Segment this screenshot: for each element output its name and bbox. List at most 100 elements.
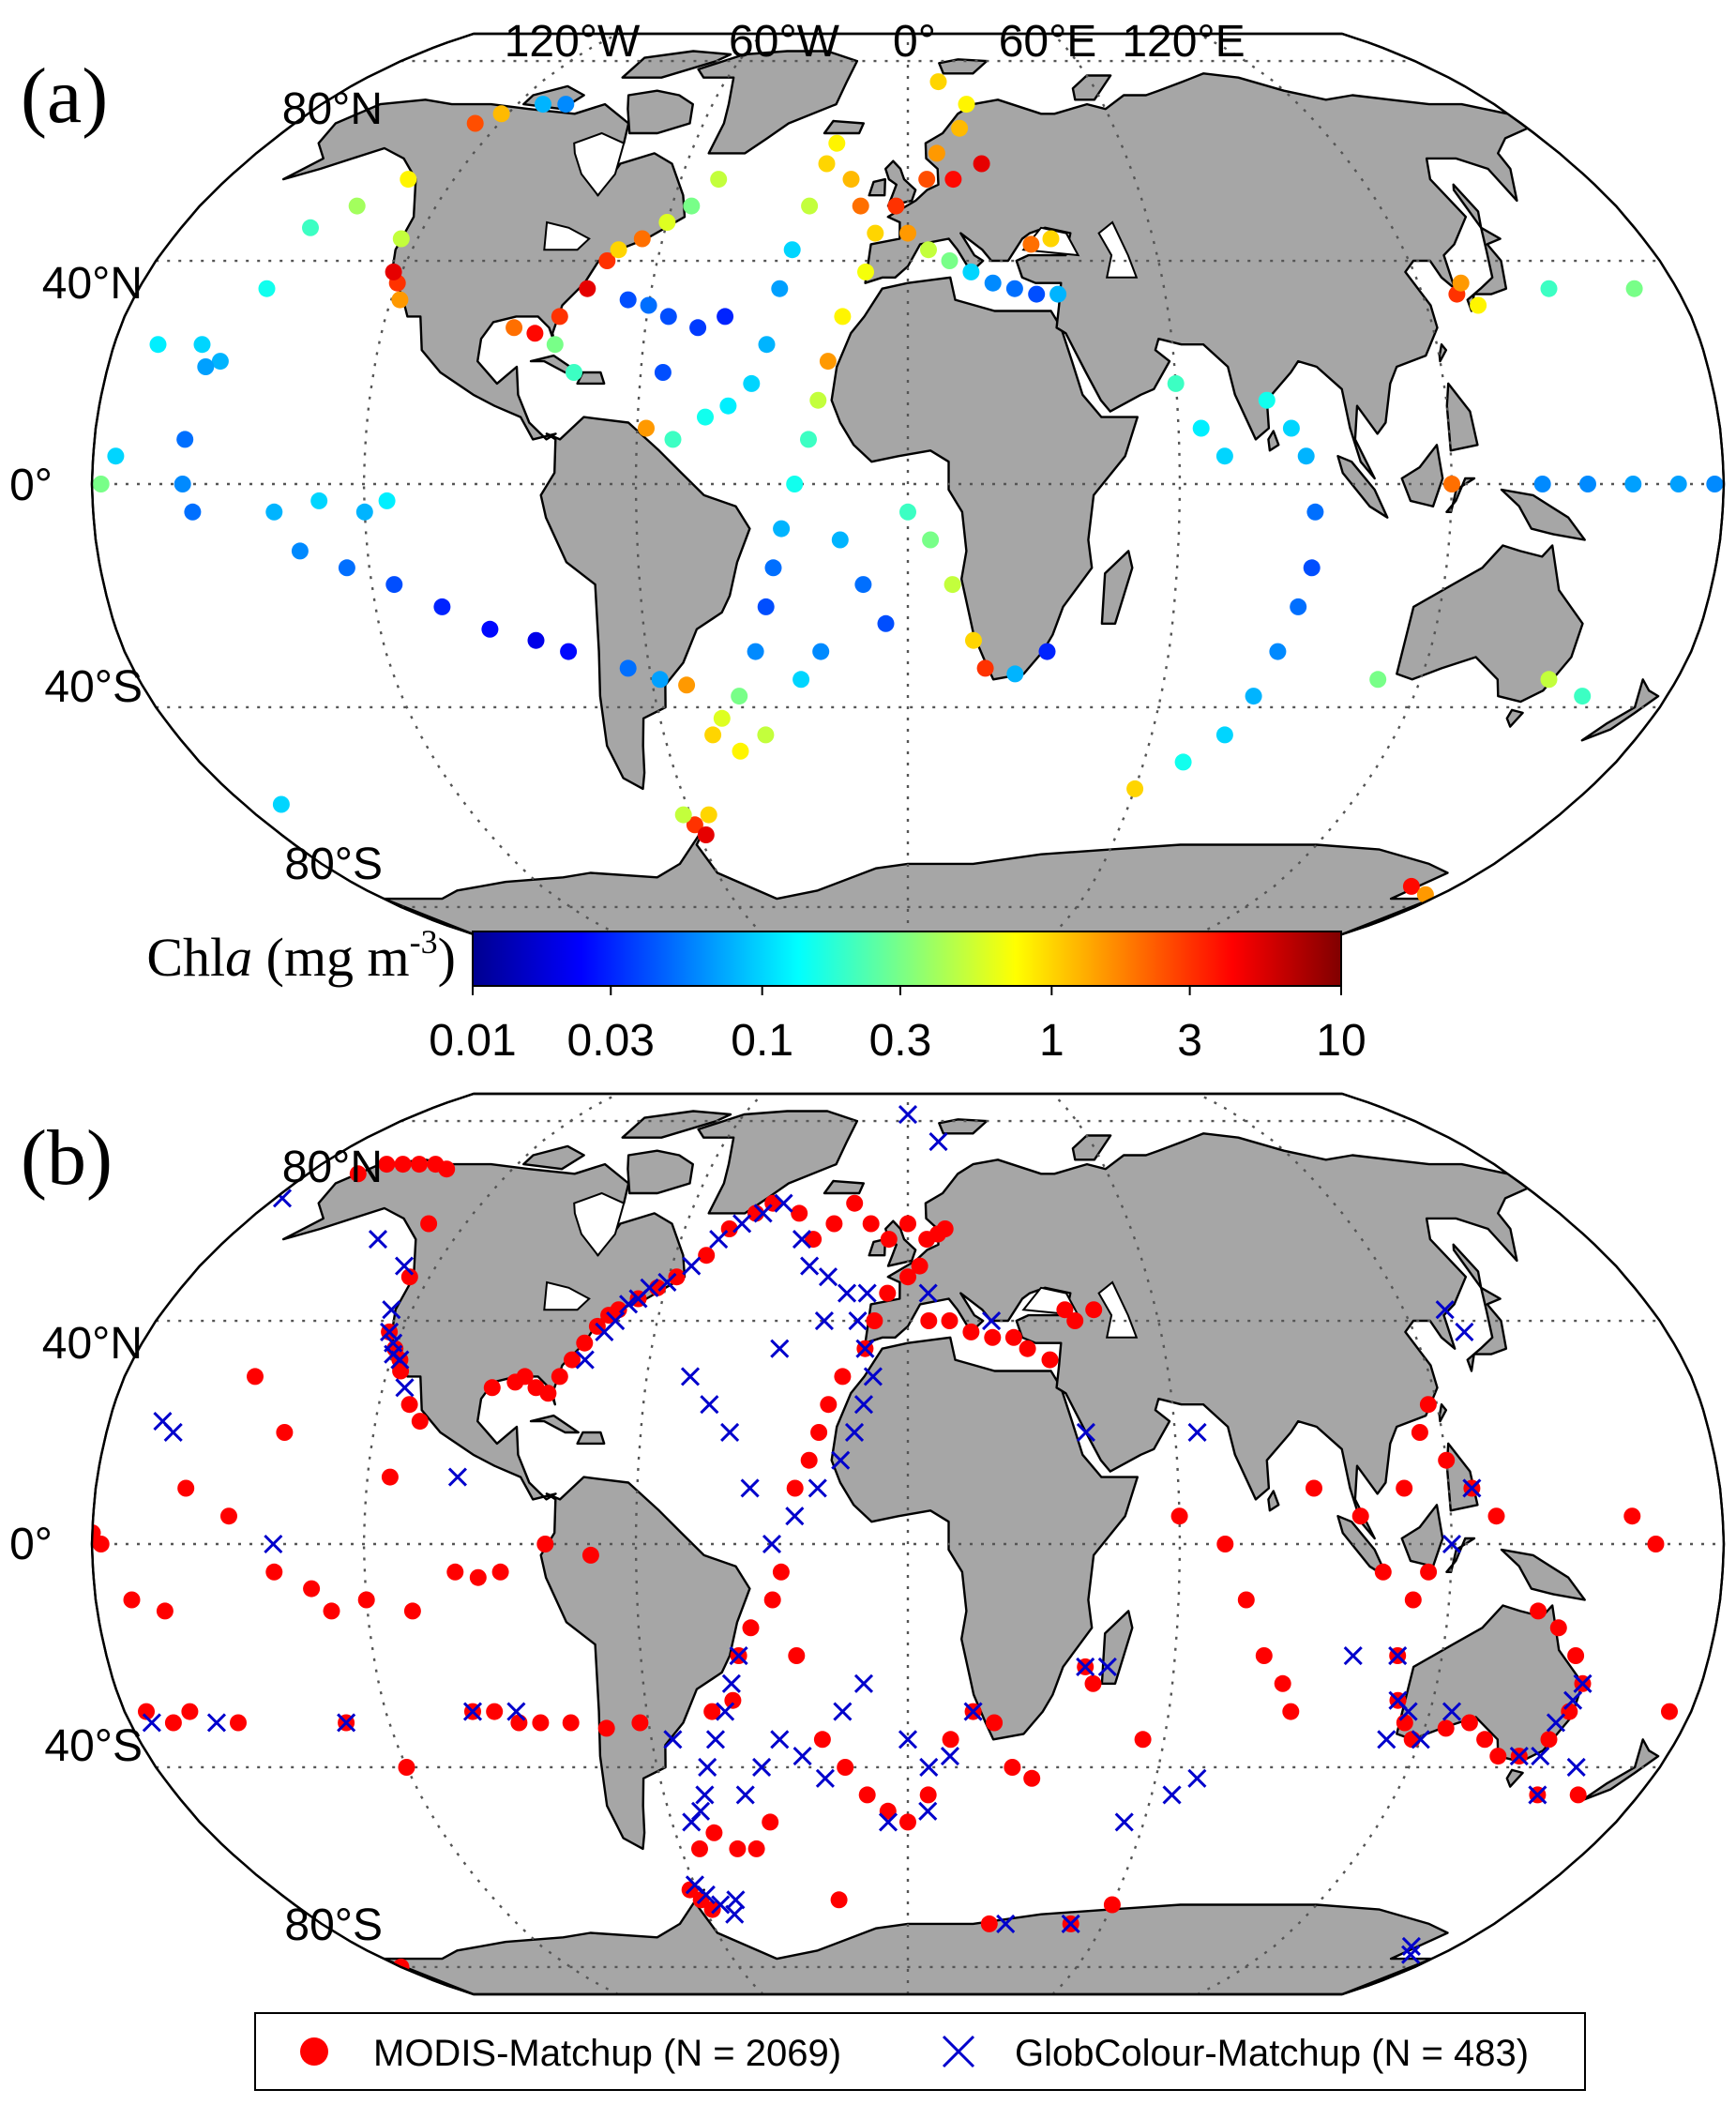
land-cuba xyxy=(529,1414,580,1434)
modis-matchup-point xyxy=(1237,1591,1255,1609)
modis-matchup-point xyxy=(1306,1479,1322,1497)
chl-point xyxy=(385,576,403,594)
modis-matchup-point xyxy=(1623,1507,1641,1525)
globcolour-matchup-point xyxy=(395,1378,415,1398)
land-iceland xyxy=(823,1179,865,1195)
land-borneo xyxy=(1400,1504,1444,1567)
modis-matchup-point xyxy=(138,1703,155,1720)
lon-label-120w: 120°W xyxy=(505,17,641,67)
globcolour-matchup-point xyxy=(837,1283,857,1303)
chl-point xyxy=(1706,476,1724,492)
chl-point xyxy=(764,559,782,577)
globcolour-matchup-point xyxy=(1546,1713,1566,1733)
colorbar: 0.01 0.03 0.1 0.3 1 3 10 Chla (mg m-3) xyxy=(146,923,1366,1066)
globcolour-matchup-point xyxy=(857,1283,877,1303)
modis-matchup-point xyxy=(724,1691,742,1709)
modis-matchup-point xyxy=(1661,1703,1678,1720)
meridian-line xyxy=(1197,34,1454,934)
chl-point xyxy=(466,114,484,132)
globcolour-matchup-point xyxy=(657,1272,677,1293)
a-lat-label-80n: 80°N xyxy=(282,84,383,134)
modis-matchup-point xyxy=(398,1759,415,1776)
modis-matchup-point xyxy=(576,1334,594,1352)
chl-point xyxy=(664,431,682,448)
chl-point xyxy=(1282,419,1300,437)
chl-point xyxy=(899,224,916,242)
modis-matchup-point xyxy=(247,1368,264,1386)
modis-matchup-point xyxy=(919,1786,937,1804)
globcolour-matchup-point xyxy=(1076,1657,1095,1677)
chl-point xyxy=(1038,643,1056,660)
modis-matchup-point xyxy=(1255,1647,1273,1664)
chl-point xyxy=(1006,665,1024,683)
water-greatLakes xyxy=(543,1280,591,1311)
modis-matchup-point xyxy=(830,1891,848,1909)
colorbar-gradient xyxy=(472,931,1342,987)
globcolour-matchup-point xyxy=(853,1395,874,1415)
modis-matchup-point xyxy=(400,1268,418,1286)
globcolour-matchup-point xyxy=(709,1230,729,1249)
land-novayaZemlya xyxy=(1071,1134,1112,1161)
chl-point xyxy=(526,325,544,342)
globcolour-matchup-point xyxy=(1462,1478,1482,1498)
chl-point xyxy=(1126,780,1144,797)
chl-point xyxy=(922,531,940,549)
modis-matchup-point xyxy=(703,1703,721,1720)
globcolour-matchup-point xyxy=(800,1256,820,1276)
globcolour-matchup-point xyxy=(680,1367,701,1386)
chl-point xyxy=(1297,447,1315,465)
chl-point xyxy=(1574,688,1592,705)
chl-point xyxy=(92,476,110,492)
chl-point xyxy=(920,241,937,259)
land-japan xyxy=(1466,226,1508,312)
globcolour-matchup-point xyxy=(844,1422,865,1443)
chl-point xyxy=(674,806,692,824)
land-greenland xyxy=(697,1110,859,1215)
colorbar-tick-label: 0.01 xyxy=(429,1016,516,1066)
modis-matchup-point xyxy=(772,1563,790,1581)
chl-point xyxy=(1452,274,1470,292)
globcolour-matchup-point xyxy=(848,1310,868,1331)
modis-matchup-point xyxy=(486,1703,504,1720)
chl-point xyxy=(1049,285,1067,303)
land-sriLanka xyxy=(1267,430,1280,452)
colorbar-ticks: 0.01 0.03 0.1 0.3 1 3 10 xyxy=(429,986,1366,1066)
panel-b-land xyxy=(281,1110,1660,1994)
chl-point xyxy=(1192,419,1210,437)
land-antarctica xyxy=(383,1888,1449,1994)
chl-point xyxy=(773,520,791,538)
land-baffin xyxy=(626,1149,694,1195)
globcolour-matchup-point xyxy=(337,1713,356,1733)
chl-point xyxy=(1369,671,1387,689)
globcolour-matchup-point xyxy=(390,1350,410,1370)
modis-matchup-point xyxy=(438,1160,456,1178)
chl-point xyxy=(338,559,355,577)
globcolour-matchup-point xyxy=(1435,1300,1455,1320)
chl-point xyxy=(1306,503,1324,521)
modis-matchup-point xyxy=(1438,1451,1456,1469)
chl-point xyxy=(1533,476,1551,492)
globcolour-matchup-point xyxy=(740,1478,760,1498)
globcolour-matchup-point xyxy=(855,1339,875,1358)
chl-point xyxy=(546,336,564,354)
land-iceland xyxy=(823,119,865,135)
modis-matchup-point xyxy=(791,1204,808,1222)
modis-matchup-point xyxy=(942,1731,959,1749)
chl-point xyxy=(633,230,651,248)
a-lat-label-40s: 40°S xyxy=(44,662,143,712)
chl-point xyxy=(557,96,575,114)
modis-matchup-point xyxy=(1460,1714,1478,1732)
globcolour-matchup-point xyxy=(380,1322,400,1341)
modis-matchup-point xyxy=(303,1580,321,1598)
land-greenland xyxy=(697,50,859,155)
land-ellesmere xyxy=(621,50,732,79)
modis-matchup-point xyxy=(400,1396,418,1414)
globcolour-matchup-point xyxy=(753,1204,773,1223)
chl-point xyxy=(385,263,402,280)
chl-point xyxy=(976,659,994,677)
land-newZealand xyxy=(1580,678,1660,742)
globcolour-matchup-point xyxy=(1162,1785,1182,1805)
panel-b-label: (b) xyxy=(21,1114,113,1202)
modis-matchup-point xyxy=(581,1546,599,1564)
land-philippines xyxy=(1445,382,1479,452)
